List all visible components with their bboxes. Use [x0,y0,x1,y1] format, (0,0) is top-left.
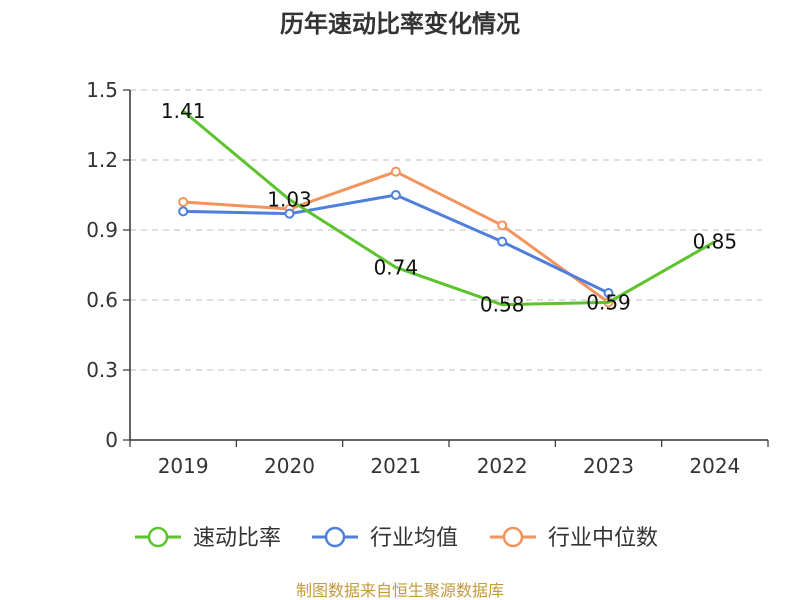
legend: 速动比率 行业均值 行业中位数 [135,526,658,551]
data-point-s1-2021 [390,190,401,200]
axes [123,89,769,447]
series-line-0 [182,109,716,307]
source-note: 制图数据来自恒生聚源数据库 [296,581,504,600]
x-tick-label-2024: 2024 [689,454,740,478]
legend-marker-1 [324,526,346,548]
grid-lines [130,89,762,371]
y-tick-labels: 0 0.3 0.6 0.9 1.2 1.5 [86,78,118,452]
x-tick-label-2023: 2023 [583,454,634,478]
x-tick-label-2022: 2022 [477,454,528,478]
data-label-2019: 1.41 [161,99,206,123]
y-tick-label-1: 0.3 [86,358,118,382]
data-label-2024: 0.85 [693,230,738,254]
y-tick-label-4: 1.2 [86,148,118,172]
legend-marker-2 [502,526,524,548]
y-tick-label-2: 0.6 [86,288,118,312]
data-label-2023: 0.59 [586,290,631,314]
data-labels: 1.41 1.03 0.74 0.58 0.59 0.85 [161,99,737,317]
x-tick-label-2021: 2021 [370,454,421,478]
data-point-s1-2019 [178,206,189,217]
data-point-s2-2019 [178,197,189,207]
legend-label-1: 行业均值 [370,526,458,551]
legend-label-0: 速动比率 [193,526,281,551]
legend-marker-0 [147,526,169,548]
y-tick-label-5: 1.5 [86,78,118,102]
y-tick-label-3: 0.9 [86,218,118,242]
data-label-2022: 0.58 [480,293,525,317]
y-tick-label-0: 0 [105,428,118,452]
data-label-2020: 1.03 [267,188,312,212]
chart-title: 历年速动比率变化情况 [280,10,520,38]
data-point-s1-2020 [284,208,295,219]
data-point-s2-2022 [497,220,508,231]
data-point-s2-2021 [390,166,401,177]
x-tick-label-2019: 2019 [158,454,209,478]
series-lines [178,109,716,308]
data-point-s1-2022 [497,236,508,247]
legend-label-2: 行业中位数 [548,526,658,551]
data-point-s1-2023 [603,288,614,298]
x-tick-labels: 2019 2020 2021 2022 2023 2024 [158,454,741,478]
data-label-2021: 0.74 [374,255,419,279]
x-tick-label-2020: 2020 [264,454,315,478]
